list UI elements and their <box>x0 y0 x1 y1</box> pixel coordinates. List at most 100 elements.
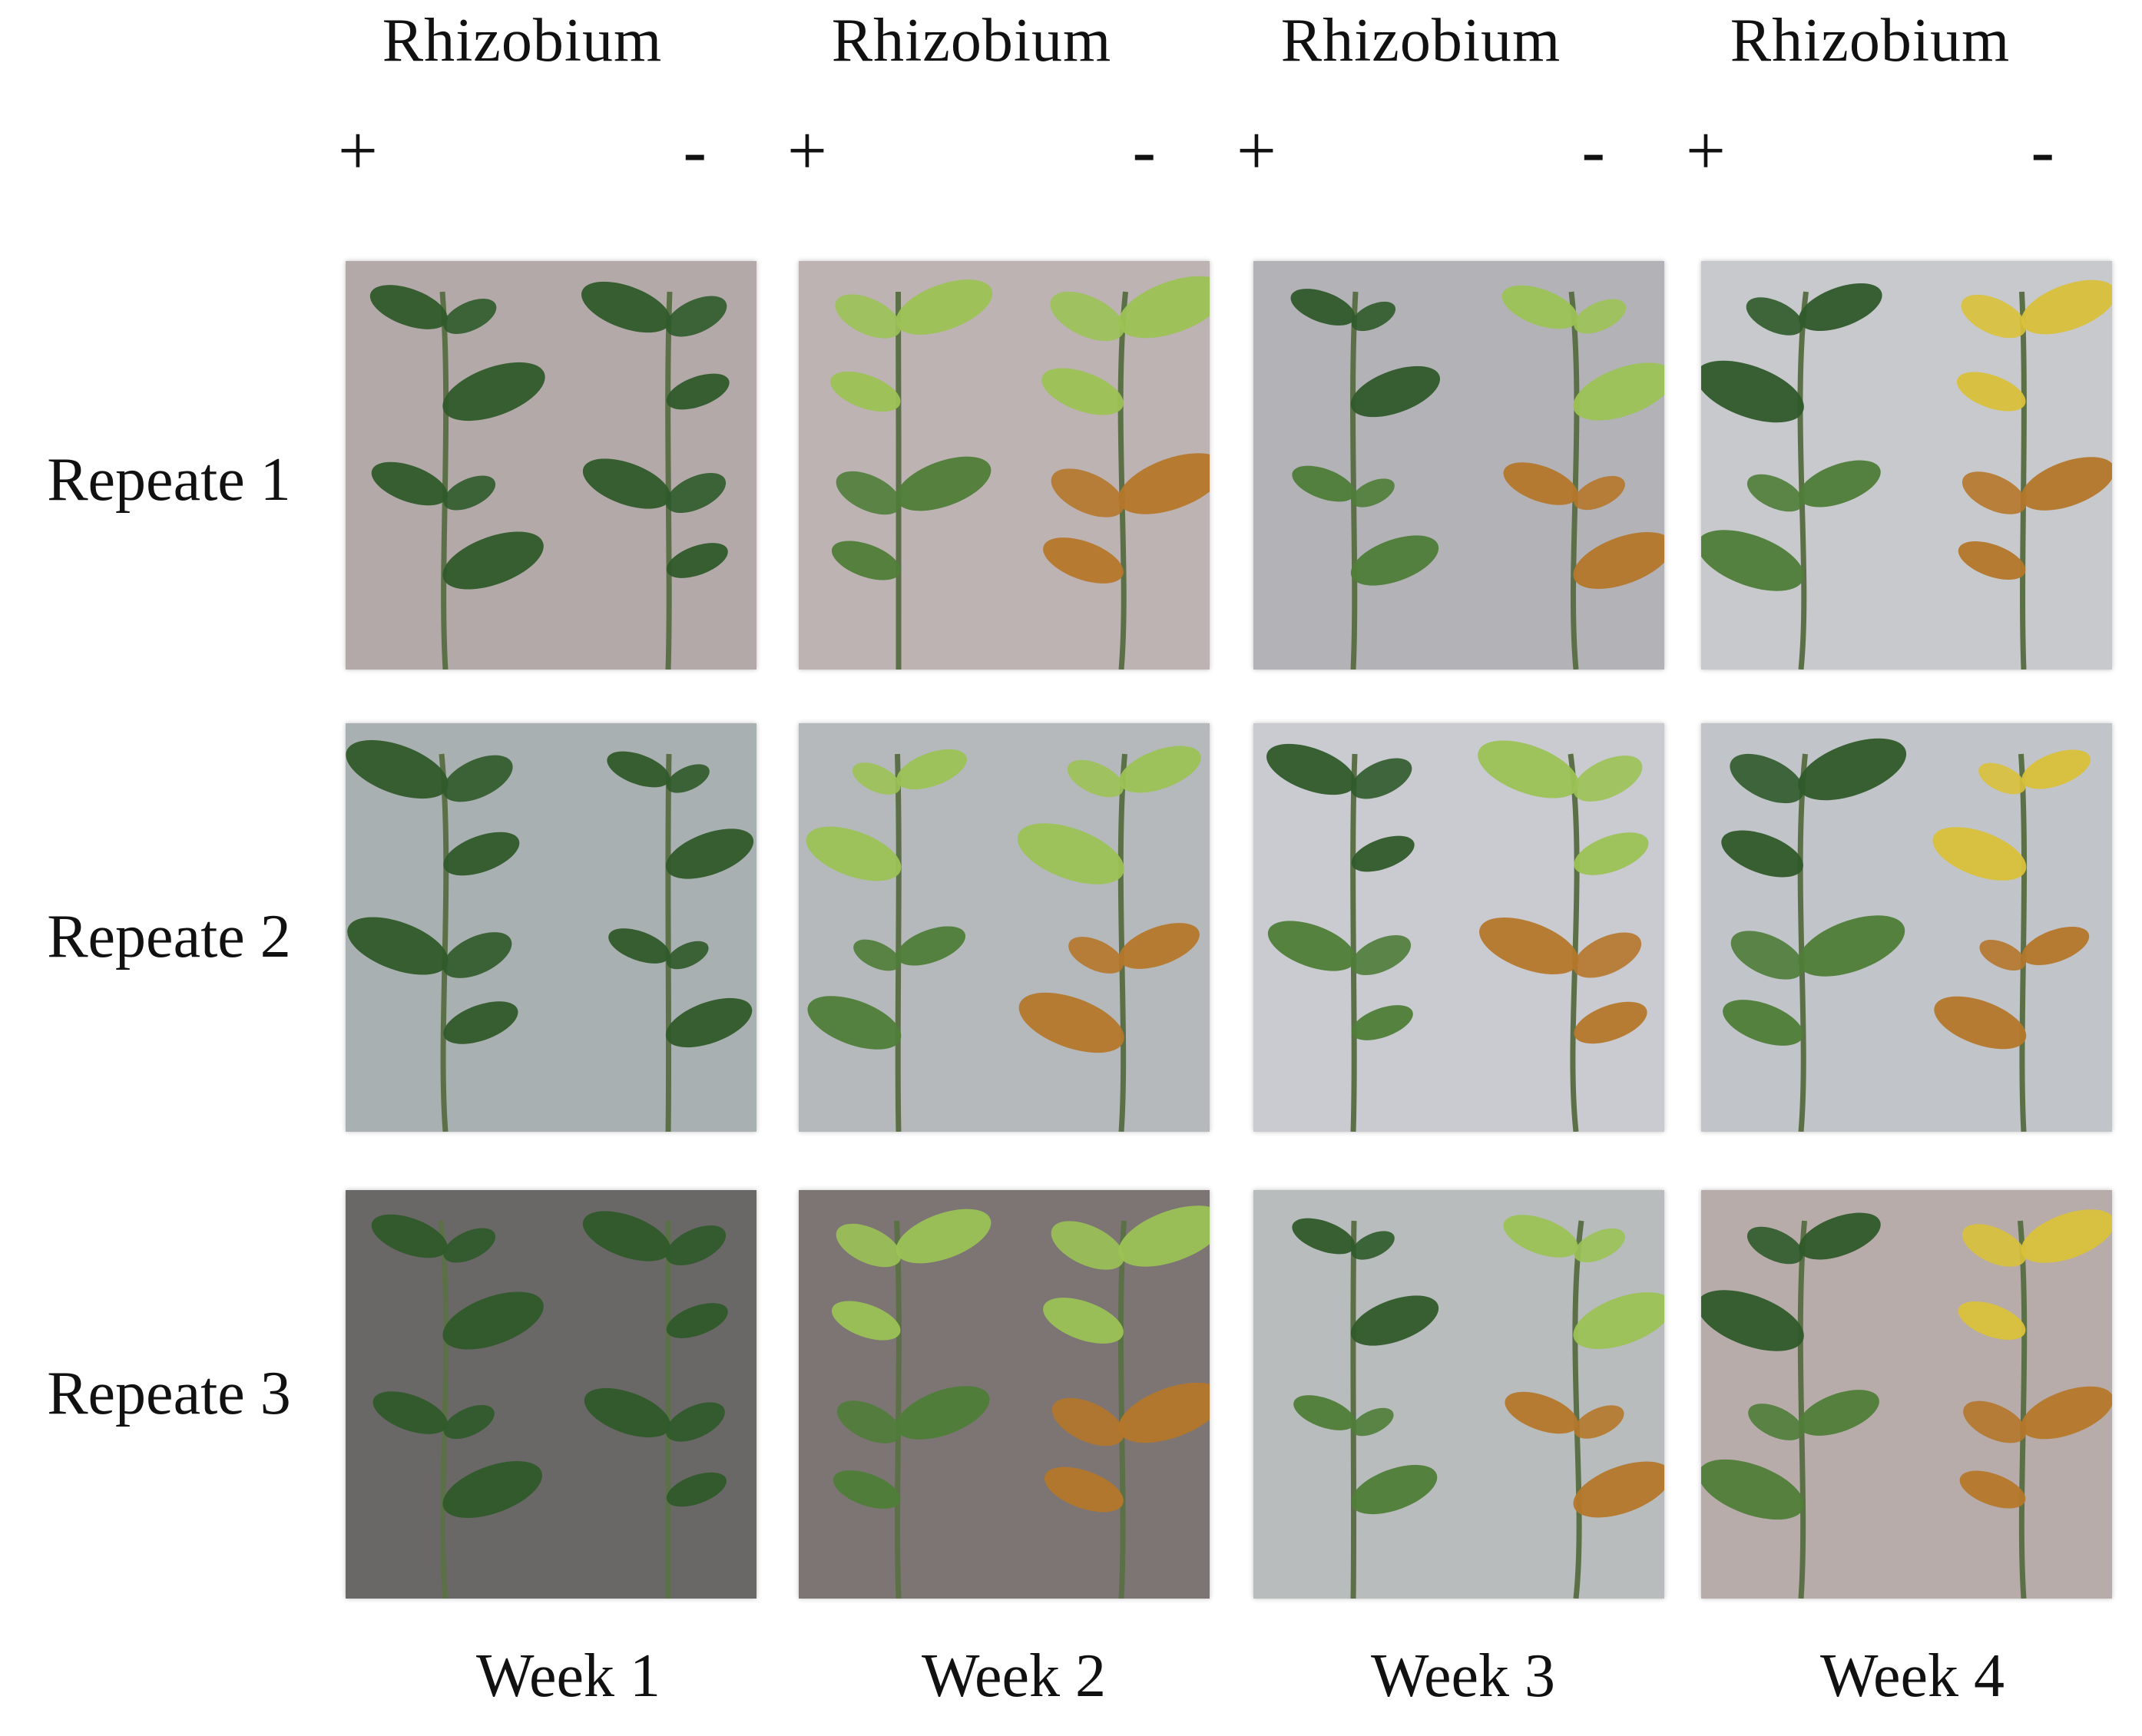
leaf <box>1350 535 1439 586</box>
plant-without-rhizobium <box>1041 276 1210 670</box>
stem <box>2018 1220 2028 1599</box>
leaf <box>1350 1464 1438 1515</box>
leaf <box>1351 478 1395 508</box>
leaf <box>830 371 901 412</box>
leaf <box>1962 1224 2027 1267</box>
leaf <box>1701 1290 1804 1351</box>
leaf <box>1956 372 2026 412</box>
leaf <box>836 1223 902 1268</box>
stem <box>1117 753 1127 1132</box>
leaf <box>1503 1215 1578 1258</box>
plant-without-rhizobium <box>1958 1209 2112 1599</box>
stem <box>1350 291 1359 670</box>
stem <box>1572 1220 1584 1599</box>
plant-without-rhizobium <box>1478 740 1649 1132</box>
leaf <box>369 285 448 329</box>
leaf <box>442 1461 542 1518</box>
minus-sign: - <box>1581 111 1605 190</box>
leaf <box>836 471 902 515</box>
stem <box>2018 753 2028 1132</box>
leaf <box>1958 1301 2026 1341</box>
leaf <box>1573 1461 1664 1518</box>
leaf <box>1798 738 1907 801</box>
leaf <box>1574 1405 1624 1439</box>
plant-with-rhizobium <box>1701 283 1882 670</box>
leaf <box>1119 923 1200 969</box>
leaf <box>1701 360 1804 423</box>
rhizobium-label: Rhizobium <box>1730 7 2011 74</box>
leaf <box>443 1228 496 1263</box>
leaf <box>443 475 496 511</box>
leaf <box>831 541 901 580</box>
leaf <box>1051 1397 1124 1447</box>
leaf <box>1746 297 1803 336</box>
leaf <box>1962 471 2027 514</box>
leaf <box>1573 1292 1664 1349</box>
leaf <box>666 764 710 793</box>
plus-sign: + <box>338 111 378 190</box>
photo-week-3-repeate-1 <box>1253 261 1664 670</box>
leaf <box>1266 743 1356 795</box>
minus-sign: - <box>1132 111 1156 190</box>
stem <box>665 753 672 1132</box>
leaf <box>1293 1395 1356 1430</box>
leaf <box>2021 457 2112 511</box>
leaf <box>1044 1467 1124 1513</box>
leaf <box>1290 289 1356 326</box>
leaf <box>896 1386 990 1440</box>
leaf <box>1292 1218 1356 1255</box>
leaf <box>443 299 497 334</box>
leaf <box>1730 931 1804 980</box>
leaf <box>371 461 448 506</box>
leaf <box>1503 462 1578 505</box>
leaf <box>1574 299 1627 334</box>
plant-with-rhizobium <box>371 1214 544 1599</box>
photo-week-2-repeate-2 <box>799 723 1210 1132</box>
photo-week-3-repeate-3 <box>1253 1190 1664 1599</box>
leaf <box>1799 283 1882 332</box>
leaf <box>1959 1470 2026 1509</box>
leaf <box>1799 1212 1881 1260</box>
leaf <box>1119 746 1201 793</box>
leaf <box>896 749 967 790</box>
leaf <box>346 739 449 799</box>
leaf <box>1351 1407 1394 1437</box>
photo-week-4-repeate-1 <box>1701 261 2112 670</box>
leaf <box>2021 1209 2112 1263</box>
week-label-2: Week 2 <box>921 1642 1107 1710</box>
rhizobium-label: Rhizobium <box>1280 7 1561 74</box>
leaf <box>582 458 671 509</box>
leaf <box>852 762 901 795</box>
leaf <box>442 531 544 590</box>
leaf <box>1978 762 2026 795</box>
leaf <box>1574 1228 1625 1263</box>
photo-week-1-repeate-2 <box>346 723 756 1132</box>
leaf <box>665 1402 725 1442</box>
leaf <box>1798 915 1905 977</box>
leaf <box>1051 468 1124 517</box>
leaf <box>835 294 902 339</box>
leaf <box>1043 537 1124 584</box>
leaf <box>665 1225 727 1266</box>
plus-sign: + <box>1686 111 1726 190</box>
plus-sign: + <box>787 111 827 190</box>
leaf <box>1746 1226 1803 1265</box>
leaf <box>1350 1295 1439 1346</box>
leaf <box>1701 1459 1804 1520</box>
photo-week-2-repeate-1 <box>799 261 1210 670</box>
photo-week-4-repeate-3 <box>1701 1190 2112 1599</box>
plant-with-rhizobium <box>1266 743 1415 1132</box>
leaf <box>1351 1005 1413 1040</box>
leaf <box>1051 1221 1124 1270</box>
leaf <box>896 926 966 966</box>
leaf <box>1043 1298 1124 1344</box>
plant-with-rhizobium <box>369 285 545 670</box>
leaf <box>831 1301 901 1341</box>
leaf <box>1723 1000 1803 1046</box>
leaf <box>372 1391 448 1434</box>
leaf <box>1958 541 2026 580</box>
leaf <box>1267 921 1356 971</box>
stem <box>2019 291 2027 670</box>
leaf <box>1721 830 1803 878</box>
leaf <box>1292 465 1356 502</box>
